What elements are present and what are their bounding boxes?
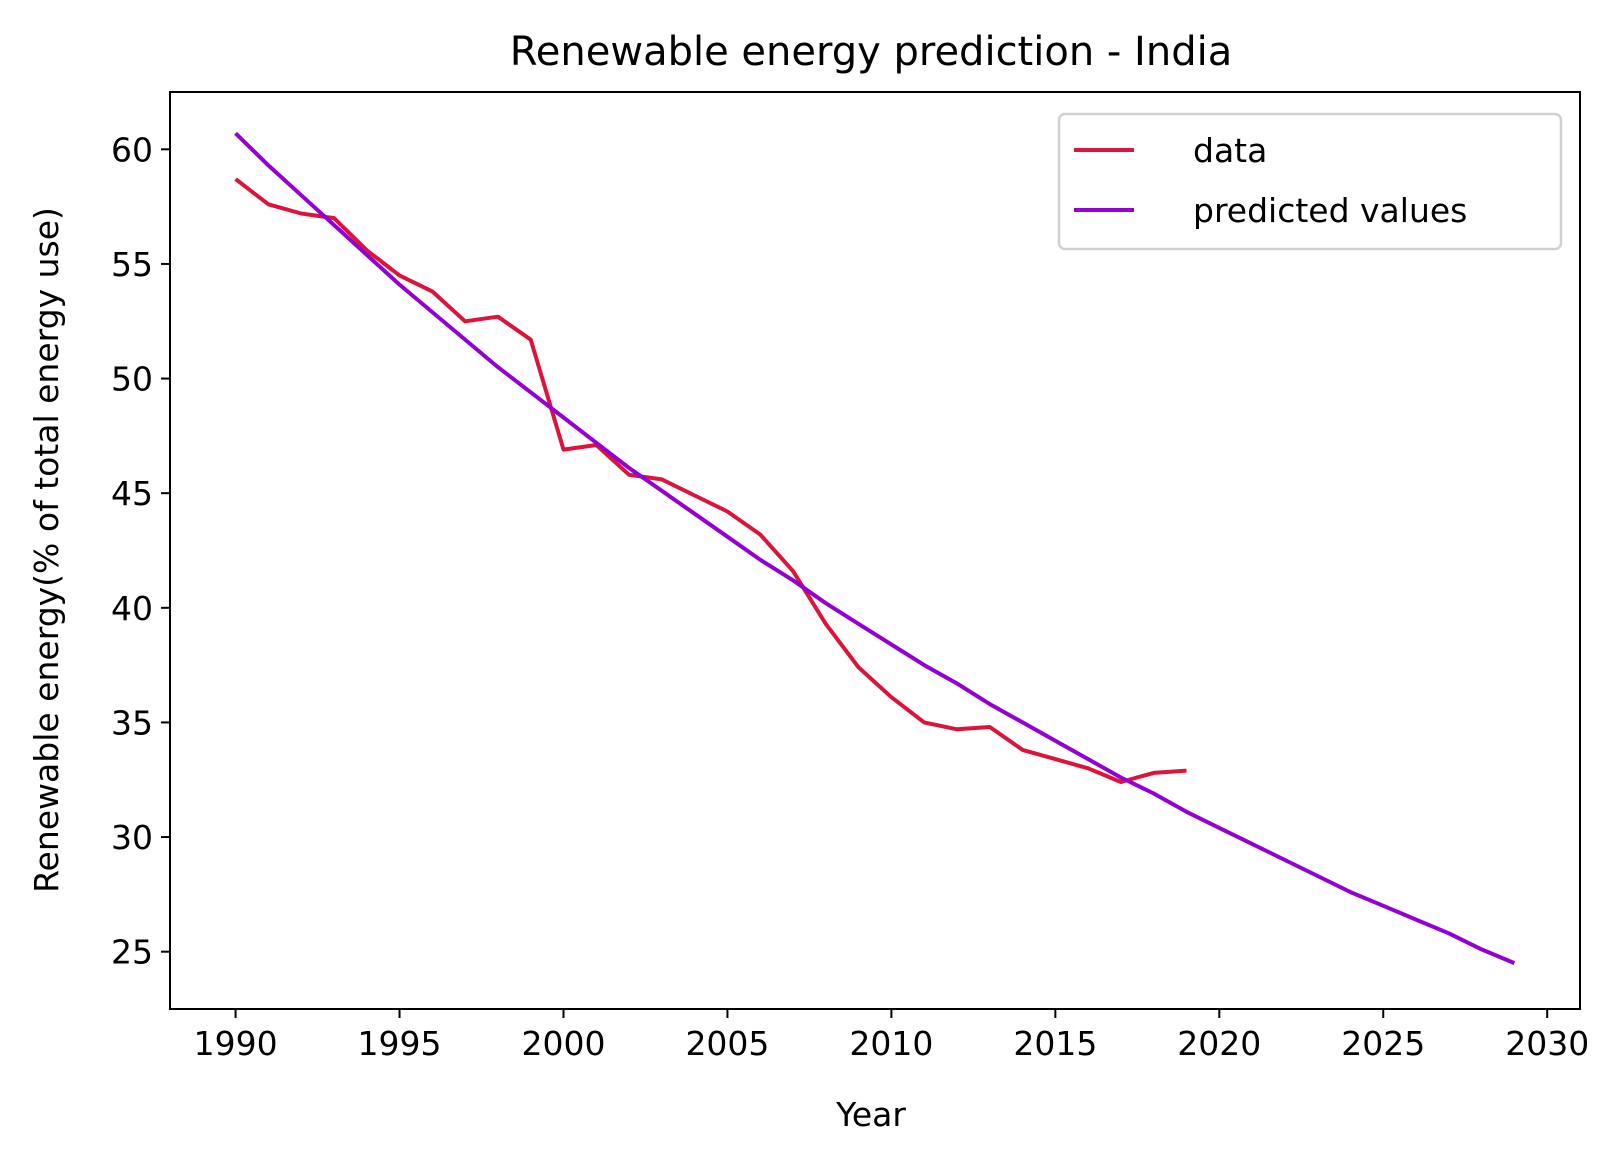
y-tick-label: 55 — [111, 245, 153, 284]
plot-area — [234, 131, 1516, 965]
y-tick-label: 40 — [111, 589, 153, 628]
legend-label-data: data — [1193, 131, 1267, 170]
legend-box — [1057, 112, 1563, 251]
axes: 1990 1995 2000 2005 2010 2015 2020 2025 2030 25 30… — [111, 130, 1589, 1063]
x-tick-label: 2030 — [1505, 1024, 1589, 1063]
x-tick-label: 2010 — [849, 1024, 933, 1063]
x-tick-label: 1995 — [358, 1024, 442, 1063]
x-tick-label: 2005 — [685, 1024, 769, 1063]
y-tick-label: 45 — [111, 474, 153, 513]
data-series-line — [234, 177, 1187, 784]
x-tick-label: 1990 — [194, 1024, 278, 1063]
y-tick-label: 35 — [111, 703, 153, 742]
y-axis-label: Renewable energy(% of total energy use) — [27, 207, 66, 893]
legend-label-predicted: predicted values — [1193, 191, 1467, 230]
y-tick-label: 60 — [111, 130, 153, 169]
plot-frame — [169, 91, 1581, 1010]
x-axis-label: Year — [835, 1095, 906, 1134]
x-tick-label: 2015 — [1013, 1024, 1097, 1063]
y-tick-label: 50 — [111, 360, 153, 399]
predicted-series-line — [234, 131, 1516, 965]
x-tick-label: 2020 — [1177, 1024, 1261, 1063]
chart-title: Renewable energy prediction - India — [510, 29, 1232, 75]
x-tick-label: 2025 — [1341, 1024, 1425, 1063]
y-tick-label: 25 — [111, 933, 153, 972]
legend: data predicted values — [1057, 112, 1563, 251]
x-tick-label: 2000 — [521, 1024, 605, 1063]
y-tick-label: 30 — [111, 818, 153, 857]
